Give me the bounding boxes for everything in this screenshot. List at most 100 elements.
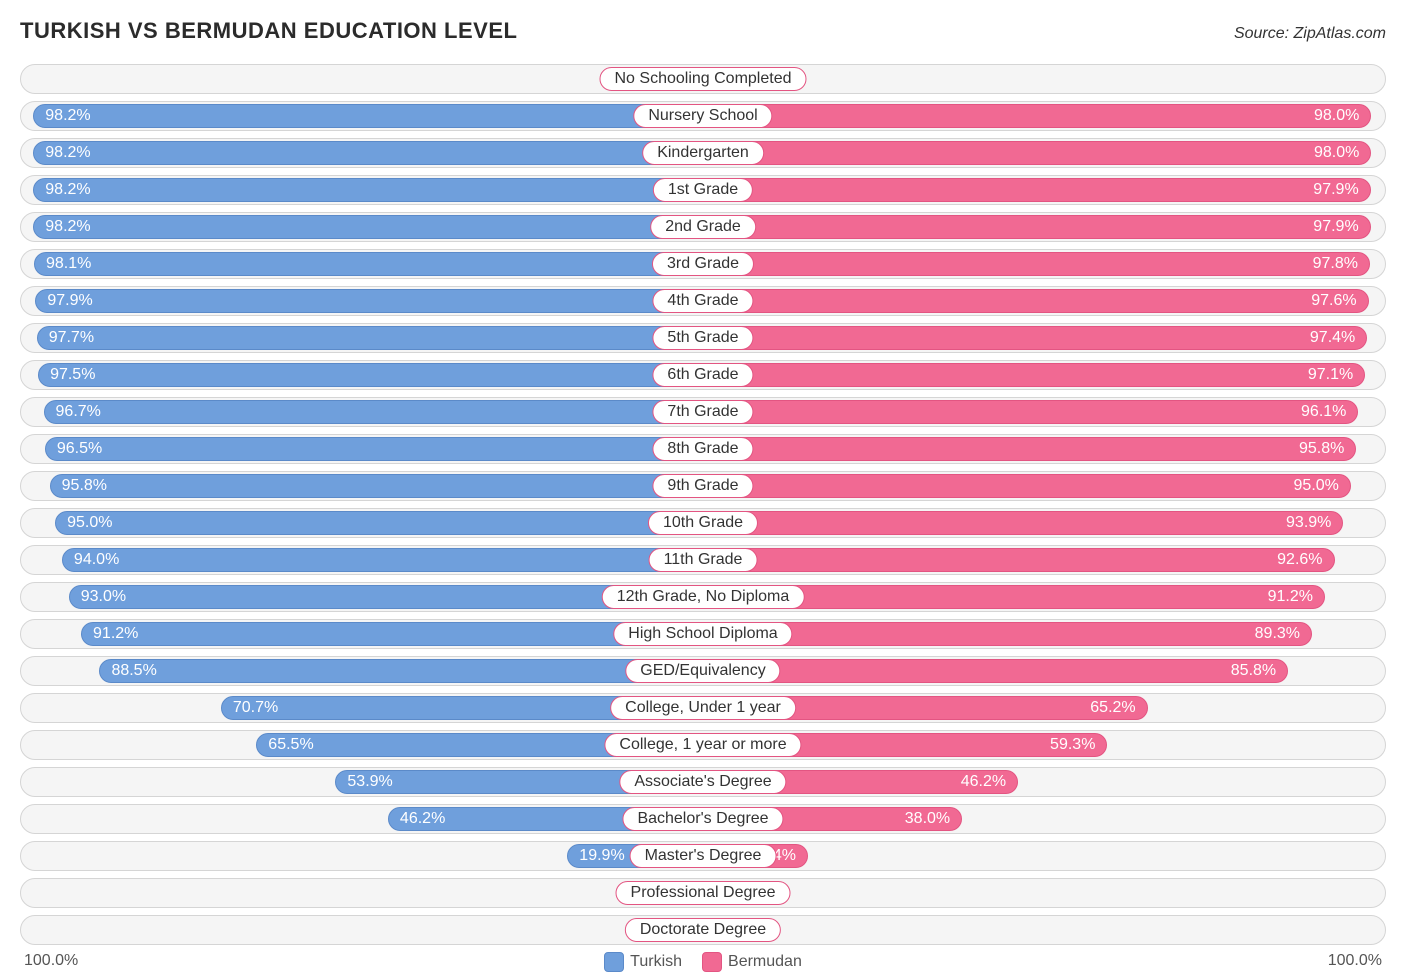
row-label: 4th Grade [652, 289, 753, 313]
left-half: 95.0% [21, 509, 703, 537]
right-value: 65.2% [1090, 699, 1135, 717]
chart-row: 95.0% 93.9% 10th Grade [20, 508, 1386, 538]
right-half: 97.4% [703, 324, 1385, 352]
right-half: 15.4% [703, 842, 1385, 870]
right-half: 95.0% [703, 472, 1385, 500]
right-half: 97.9% [703, 213, 1385, 241]
legend-item-left: Turkish [604, 952, 682, 972]
chart-row: 98.2%98.0%Nursery School [20, 101, 1386, 131]
right-half: 95.8% [703, 435, 1385, 463]
left-bar [34, 252, 703, 276]
row-label: 8th Grade [652, 437, 753, 461]
left-value: 98.2% [45, 107, 90, 125]
row-label: 10th Grade [648, 511, 758, 535]
right-bar [703, 363, 1365, 387]
row-label: Associate's Degree [619, 770, 786, 794]
right-half: 92.6% [703, 546, 1385, 574]
left-half: 98.2% [21, 176, 703, 204]
right-value: 97.1% [1308, 366, 1353, 384]
left-half: 98.2% [21, 102, 703, 130]
left-half: 98.2% [21, 213, 703, 241]
chart-row: 19.9%15.4%Master's Degree [20, 841, 1386, 871]
right-value: 85.8% [1231, 662, 1276, 680]
right-bar [703, 622, 1312, 646]
left-value: 95.0% [67, 514, 112, 532]
left-value: 94.0% [74, 551, 119, 569]
right-half: 97.6% [703, 287, 1385, 315]
right-value: 91.2% [1268, 588, 1313, 606]
right-half: 97.9% [703, 176, 1385, 204]
right-half: 46.2% [703, 768, 1385, 796]
right-bar [703, 400, 1358, 424]
legend-label-right: Bermudan [728, 953, 802, 971]
left-value: 96.5% [57, 440, 102, 458]
left-bar [33, 215, 703, 239]
row-label: 6th Grade [652, 363, 753, 387]
row-label: Professional Degree [616, 881, 791, 905]
chart-row: 98.2% 97.9% 2nd Grade [20, 212, 1386, 242]
right-value: 93.9% [1286, 514, 1331, 532]
left-value: 95.8% [62, 477, 107, 495]
left-half: 98.1% [21, 250, 703, 278]
left-value: 46.2% [400, 810, 445, 828]
right-half: 91.2% [703, 583, 1385, 611]
right-value: 46.2% [961, 773, 1006, 791]
left-half: 96.5% [21, 435, 703, 463]
axis-right-label: 100.0% [1328, 952, 1382, 970]
chart-row: 94.0%92.6%11th Grade [20, 545, 1386, 575]
left-value: 70.7% [233, 699, 278, 717]
row-label: 7th Grade [652, 400, 753, 424]
chart-row: 46.2%38.0%Bachelor's Degree [20, 804, 1386, 834]
row-label: 9th Grade [652, 474, 753, 498]
left-value: 19.9% [579, 847, 624, 865]
right-half: 4.4% [703, 879, 1385, 907]
left-bar [99, 659, 703, 683]
right-value: 95.8% [1299, 440, 1344, 458]
legend-swatch-right [702, 952, 722, 972]
left-half: 53.9% [21, 768, 703, 796]
left-bar [81, 622, 703, 646]
chart-row: 2.7%1.8%Doctorate Degree [20, 915, 1386, 945]
row-label: High School Diploma [613, 622, 792, 646]
right-bar [703, 141, 1371, 165]
chart-row: 95.8% 95.0%9th Grade [20, 471, 1386, 501]
right-half: 65.2% [703, 694, 1385, 722]
left-value: 53.9% [347, 773, 392, 791]
right-bar [703, 252, 1370, 276]
chart-row: 88.5%85.8%GED/Equivalency [20, 656, 1386, 686]
left-half: 98.2% [21, 139, 703, 167]
chart-row: 6.2%4.4%Professional Degree [20, 878, 1386, 908]
right-bar [703, 104, 1371, 128]
chart-footer: 100.0% Turkish Bermudan 100.0% [20, 952, 1386, 972]
axis-left-label: 100.0% [24, 952, 78, 970]
row-label: No Schooling Completed [600, 67, 807, 91]
row-label: Nursery School [633, 104, 772, 128]
left-half: 97.5% [21, 361, 703, 389]
right-half: 96.1% [703, 398, 1385, 426]
left-half: 88.5% [21, 657, 703, 685]
left-half: 19.9% [21, 842, 703, 870]
left-bar [44, 400, 703, 424]
left-bar [50, 474, 703, 498]
left-value: 98.1% [46, 255, 91, 273]
header: TURKISH VS BERMUDAN EDUCATION LEVEL Sour… [20, 18, 1386, 44]
chart-row: 98.2%97.9%1st Grade [20, 175, 1386, 205]
left-value: 88.5% [111, 662, 156, 680]
left-bar [55, 511, 703, 535]
right-half: 93.9% [703, 509, 1385, 537]
right-bar [703, 437, 1356, 461]
left-value: 91.2% [93, 625, 138, 643]
left-half: 6.2% [21, 879, 703, 907]
left-bar [38, 363, 703, 387]
row-label: Bachelor's Degree [622, 807, 783, 831]
left-half: 97.7% [21, 324, 703, 352]
left-half: 93.0% [21, 583, 703, 611]
right-value: 97.9% [1313, 218, 1358, 236]
left-half: 97.9% [21, 287, 703, 315]
chart-page: TURKISH VS BERMUDAN EDUCATION LEVEL Sour… [0, 0, 1406, 972]
legend-item-right: Bermudan [702, 952, 802, 972]
left-value: 93.0% [81, 588, 126, 606]
row-label: 2nd Grade [650, 215, 756, 239]
row-label: 1st Grade [653, 178, 753, 202]
left-value: 97.5% [50, 366, 95, 384]
